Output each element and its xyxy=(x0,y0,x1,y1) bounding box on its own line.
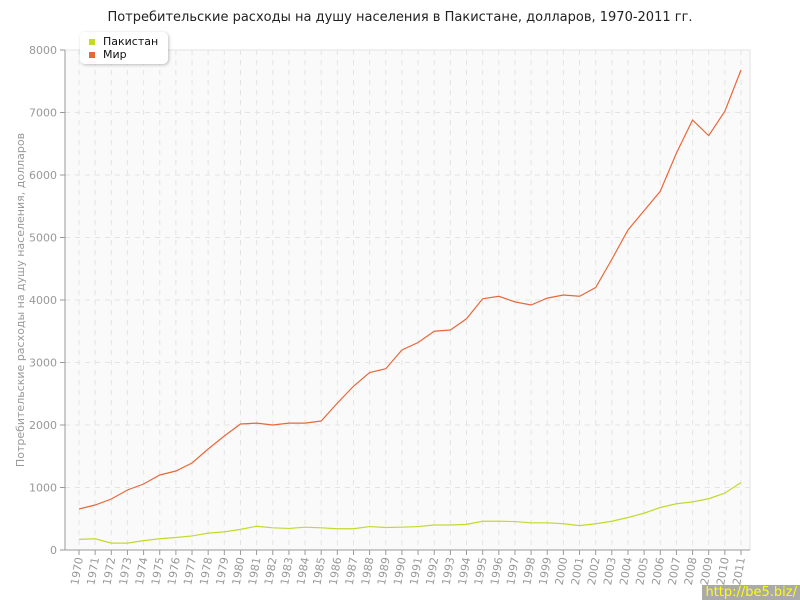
y-tick-label: 4000 xyxy=(29,294,57,307)
legend-item-pakistan[interactable]: Пакистан xyxy=(89,35,158,48)
x-tick-label: 1986 xyxy=(327,556,345,586)
x-tick-label: 1981 xyxy=(246,556,264,586)
watermark-link[interactable]: http://be5.biz/ xyxy=(702,585,800,600)
x-tick-label: 2004 xyxy=(617,556,635,586)
series-line-pakistan xyxy=(78,481,742,544)
legend-label: Пакистан xyxy=(103,35,159,48)
x-tick-label: 2003 xyxy=(601,556,619,586)
x-tick-label: 2002 xyxy=(585,556,603,586)
x-tick-label: 1997 xyxy=(504,556,522,586)
x-tick-label: 1992 xyxy=(424,556,442,586)
x-tick-label: 1972 xyxy=(101,556,119,586)
y-tick-label: 8000 xyxy=(29,44,57,57)
x-tick-label: 2001 xyxy=(569,556,587,586)
series-line-world xyxy=(78,69,742,510)
x-tick-label: 1976 xyxy=(165,556,183,586)
x-tick-label: 1993 xyxy=(440,556,458,586)
x-tick-label: 1971 xyxy=(84,556,102,586)
x-tick-label: 1978 xyxy=(197,556,215,586)
x-tick-label: 1995 xyxy=(472,556,490,586)
y-tick-label: 7000 xyxy=(29,107,57,120)
y-tick-label: 0 xyxy=(50,544,57,557)
x-tick-label: 1973 xyxy=(117,556,135,586)
x-tick-label: 2000 xyxy=(553,556,571,586)
x-tick-label: 2009 xyxy=(698,556,716,586)
y-tick-label: 1000 xyxy=(29,482,57,495)
x-tick-label: 1994 xyxy=(456,556,474,586)
x-tick-label: 1996 xyxy=(488,556,506,586)
x-tick-label: 1982 xyxy=(262,556,280,586)
y-tick-label: 3000 xyxy=(29,357,57,370)
x-tick-label: 1987 xyxy=(343,556,361,586)
y-axis-label: Потребительские расходы на душу населени… xyxy=(14,133,27,467)
x-tick-label: 1980 xyxy=(230,556,248,586)
legend-swatch xyxy=(89,51,95,58)
x-tick-label: 1985 xyxy=(310,556,328,586)
x-tick-label: 1999 xyxy=(537,556,555,586)
x-tick-label: 1984 xyxy=(294,556,312,586)
legend-swatch xyxy=(89,38,95,45)
x-tick-label: 1989 xyxy=(375,556,393,586)
x-tick-label: 1990 xyxy=(391,556,409,586)
legend-item-world[interactable]: Мир xyxy=(89,48,158,61)
y-tick-label: 5000 xyxy=(29,232,57,245)
x-tick-label: 2006 xyxy=(650,556,668,586)
chart-title: Потребительские расходы на душу населени… xyxy=(107,10,693,25)
x-tick-label: 1979 xyxy=(214,556,232,586)
x-tick-label: 1970 xyxy=(68,556,86,586)
x-tick-label: 1974 xyxy=(133,556,151,586)
y-tick-label: 2000 xyxy=(29,419,57,432)
x-tick-label: 1998 xyxy=(520,556,538,586)
legend-label: Мир xyxy=(103,48,127,61)
x-tick-label: 2008 xyxy=(682,556,700,586)
x-tick-label: 2005 xyxy=(633,556,651,586)
x-tick-label: 1988 xyxy=(359,556,377,586)
x-tick-label: 1991 xyxy=(407,556,425,586)
x-tick-label: 1975 xyxy=(149,556,167,586)
x-tick-label: 2011 xyxy=(730,556,748,586)
x-tick-label: 2010 xyxy=(714,556,732,586)
x-tick-label: 1977 xyxy=(181,556,199,586)
y-tick-label: 6000 xyxy=(29,169,57,182)
x-tick-label: 1983 xyxy=(278,556,296,586)
x-tick-label: 2007 xyxy=(666,556,684,586)
legend: Пакистан Мир xyxy=(80,32,169,64)
